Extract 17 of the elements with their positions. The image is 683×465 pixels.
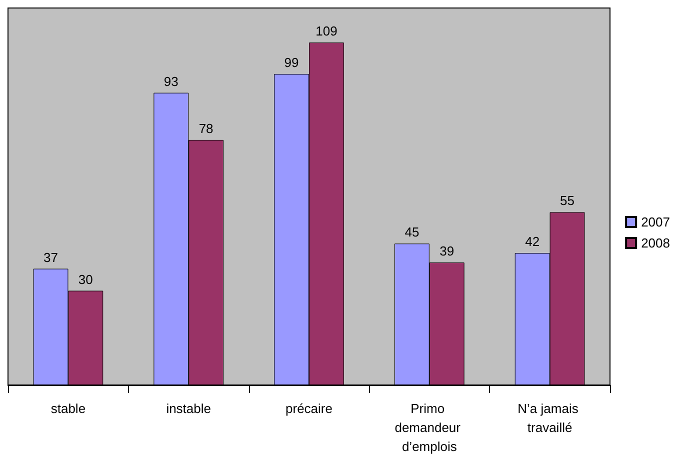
data-label: 42	[525, 234, 540, 250]
data-label: 55	[560, 193, 574, 208]
legend-label: 2008	[641, 236, 670, 250]
data-label: 93	[164, 74, 178, 89]
data-label: 37	[44, 250, 58, 265]
data-label: 109	[316, 24, 338, 39]
data-label: 99	[284, 54, 299, 70]
data-label: 30	[78, 272, 93, 287]
data-label: 78	[198, 120, 214, 136]
x-tick-label: instable	[166, 401, 212, 416]
data-label: 39	[440, 243, 454, 258]
x-tick-label: Primo demandeur d’emplois	[394, 401, 464, 454]
legend-label: 2007	[641, 214, 670, 230]
data-label: 45	[404, 224, 420, 240]
x-tick-label: N’a jamais travaillé	[518, 401, 582, 435]
x-tick-label: stable	[50, 401, 86, 416]
x-tick-label: précaire	[286, 401, 332, 416]
